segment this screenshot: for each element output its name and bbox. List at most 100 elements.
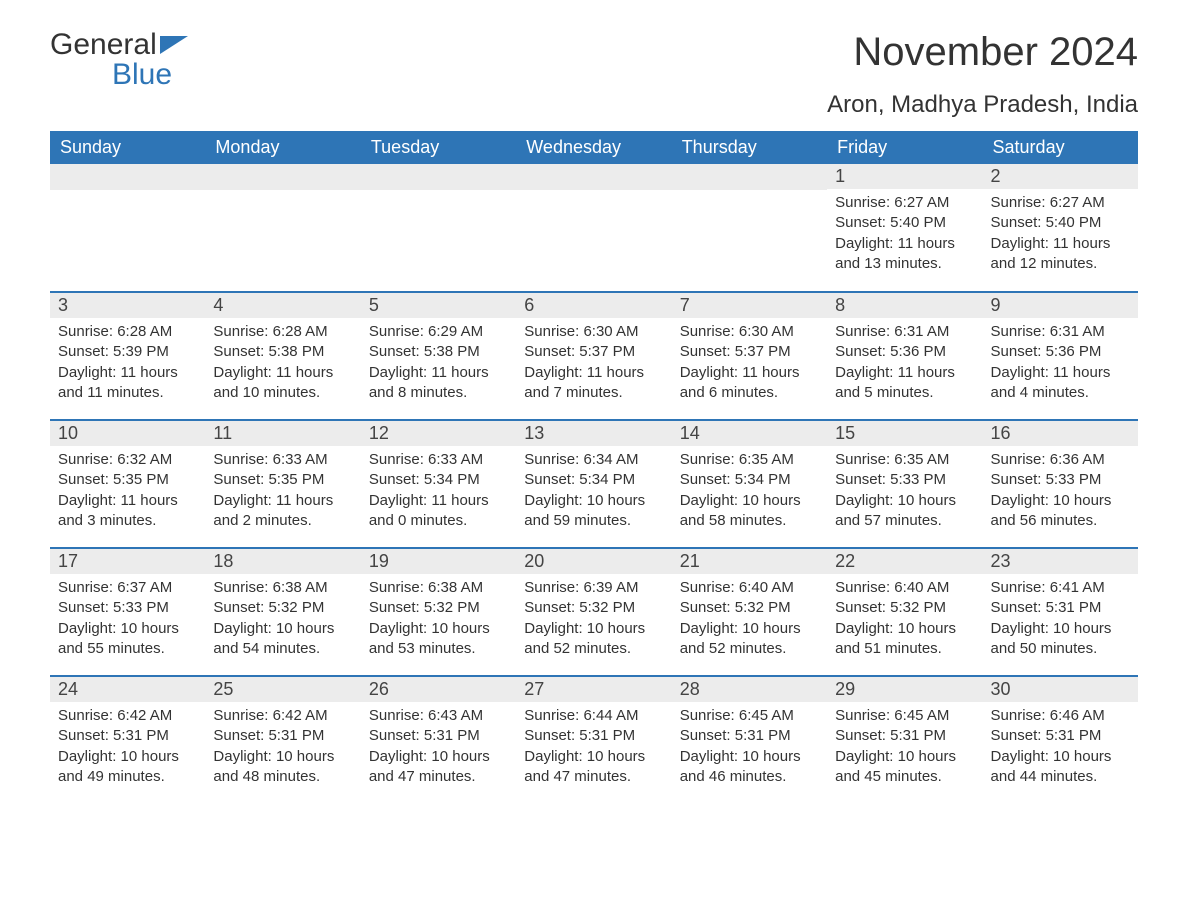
day-number: 6: [516, 293, 671, 318]
header: General Blue November 2024 Aron, Madhya …: [50, 30, 1138, 127]
column-header: Saturday: [983, 131, 1138, 164]
day-details: Sunrise: 6:45 AMSunset: 5:31 PMDaylight:…: [672, 702, 827, 795]
day-number: 21: [672, 549, 827, 574]
daylight-line: Daylight: 10 hours and 46 minutes.: [680, 747, 819, 788]
sunrise-line: Sunrise: 6:38 AM: [213, 578, 352, 598]
day-number: 7: [672, 293, 827, 318]
calendar-day-cell: 7Sunrise: 6:30 AMSunset: 5:37 PMDaylight…: [672, 292, 827, 420]
daylight-line: Daylight: 10 hours and 48 minutes.: [213, 747, 352, 788]
day-number: 13: [516, 421, 671, 446]
sunrise-line: Sunrise: 6:40 AM: [680, 578, 819, 598]
sunrise-line: Sunrise: 6:46 AM: [991, 706, 1130, 726]
calendar-day-cell: 28Sunrise: 6:45 AMSunset: 5:31 PMDayligh…: [672, 676, 827, 804]
calendar-week-row: 10Sunrise: 6:32 AMSunset: 5:35 PMDayligh…: [50, 420, 1138, 548]
day-details: Sunrise: 6:43 AMSunset: 5:31 PMDaylight:…: [361, 702, 516, 795]
sunset-line: Sunset: 5:37 PM: [524, 342, 663, 362]
day-number: 24: [50, 677, 205, 702]
sunset-line: Sunset: 5:37 PM: [680, 342, 819, 362]
sunset-line: Sunset: 5:36 PM: [835, 342, 974, 362]
sunrise-line: Sunrise: 6:31 AM: [835, 322, 974, 342]
day-details: Sunrise: 6:44 AMSunset: 5:31 PMDaylight:…: [516, 702, 671, 795]
day-number: 16: [983, 421, 1138, 446]
day-number: 12: [361, 421, 516, 446]
sunset-line: Sunset: 5:34 PM: [524, 470, 663, 490]
calendar-day-cell: 10Sunrise: 6:32 AMSunset: 5:35 PMDayligh…: [50, 420, 205, 548]
calendar-day-cell: 2Sunrise: 6:27 AMSunset: 5:40 PMDaylight…: [983, 164, 1138, 292]
daylight-line: Daylight: 11 hours and 2 minutes.: [213, 491, 352, 532]
calendar-day-cell: 18Sunrise: 6:38 AMSunset: 5:32 PMDayligh…: [205, 548, 360, 676]
sunrise-line: Sunrise: 6:40 AM: [835, 578, 974, 598]
sunset-line: Sunset: 5:35 PM: [58, 470, 197, 490]
column-header: Friday: [827, 131, 982, 164]
calendar-day-cell: 24Sunrise: 6:42 AMSunset: 5:31 PMDayligh…: [50, 676, 205, 804]
calendar-empty-cell: [361, 164, 516, 292]
day-details: Sunrise: 6:28 AMSunset: 5:38 PMDaylight:…: [205, 318, 360, 411]
sunset-line: Sunset: 5:31 PM: [835, 726, 974, 746]
sunset-line: Sunset: 5:36 PM: [991, 342, 1130, 362]
logo: General Blue: [50, 30, 188, 90]
day-number: 28: [672, 677, 827, 702]
sunrise-line: Sunrise: 6:35 AM: [835, 450, 974, 470]
sunset-line: Sunset: 5:31 PM: [369, 726, 508, 746]
title-block: November 2024 Aron, Madhya Pradesh, Indi…: [827, 30, 1138, 127]
logo-triangle-icon: [160, 30, 188, 60]
daylight-line: Daylight: 11 hours and 5 minutes.: [835, 363, 974, 404]
logo-text: General Blue: [50, 30, 188, 90]
calendar-day-cell: 15Sunrise: 6:35 AMSunset: 5:33 PMDayligh…: [827, 420, 982, 548]
day-details: Sunrise: 6:41 AMSunset: 5:31 PMDaylight:…: [983, 574, 1138, 667]
sunset-line: Sunset: 5:31 PM: [680, 726, 819, 746]
sunset-line: Sunset: 5:38 PM: [213, 342, 352, 362]
calendar-week-row: 1Sunrise: 6:27 AMSunset: 5:40 PMDaylight…: [50, 164, 1138, 292]
calendar-day-cell: 25 Sunrise: 6:42 AMSunset: 5:31 PMDayligh…: [205, 676, 360, 804]
sunrise-line: Sunrise: 6:42 AM: [213, 706, 352, 726]
day-details: Sunrise: 6:46 AMSunset: 5:31 PMDaylight:…: [983, 702, 1138, 795]
day-number: 20: [516, 549, 671, 574]
calendar-day-cell: 30Sunrise: 6:46 AMSunset: 5:31 PMDayligh…: [983, 676, 1138, 804]
calendar-day-cell: 3Sunrise: 6:28 AMSunset: 5:39 PMDaylight…: [50, 292, 205, 420]
daylight-line: Daylight: 11 hours and 12 minutes.: [991, 234, 1130, 275]
sunset-line: Sunset: 5:31 PM: [524, 726, 663, 746]
calendar-week-row: 3Sunrise: 6:28 AMSunset: 5:39 PMDaylight…: [50, 292, 1138, 420]
calendar-empty-cell: [205, 164, 360, 292]
sunrise-line: Sunrise: 6:38 AM: [369, 578, 508, 598]
sunrise-line: Sunrise: 6:41 AM: [991, 578, 1130, 598]
sunset-line: Sunset: 5:31 PM: [213, 726, 352, 746]
day-details: Sunrise: 6:27 AMSunset: 5:40 PMDaylight:…: [983, 189, 1138, 282]
calendar-day-cell: 6Sunrise: 6:30 AMSunset: 5:37 PMDaylight…: [516, 292, 671, 420]
daylight-line: Daylight: 11 hours and 7 minutes.: [524, 363, 663, 404]
day-details: Sunrise: 6:35 AMSunset: 5:34 PMDaylight:…: [672, 446, 827, 539]
day-details: Sunrise: 6:28 AMSunset: 5:39 PMDaylight:…: [50, 318, 205, 411]
day-number: 17: [50, 549, 205, 574]
calendar-empty-cell: [516, 164, 671, 292]
day-details: Sunrise: 6:45 AMSunset: 5:31 PMDaylight:…: [827, 702, 982, 795]
daylight-line: Daylight: 10 hours and 47 minutes.: [369, 747, 508, 788]
daylight-line: Daylight: 11 hours and 8 minutes.: [369, 363, 508, 404]
empty-daynum-spacer: [205, 164, 360, 190]
logo-word2: Blue: [112, 58, 172, 91]
daylight-line: Daylight: 11 hours and 10 minutes.: [213, 363, 352, 404]
daylight-line: Daylight: 11 hours and 3 minutes.: [58, 491, 197, 532]
daylight-line: Daylight: 10 hours and 49 minutes.: [58, 747, 197, 788]
sunset-line: Sunset: 5:32 PM: [835, 598, 974, 618]
daylight-line: Daylight: 10 hours and 58 minutes.: [680, 491, 819, 532]
calendar-day-cell: 4Sunrise: 6:28 AMSunset: 5:38 PMDaylight…: [205, 292, 360, 420]
sunset-line: Sunset: 5:33 PM: [991, 470, 1130, 490]
calendar-empty-cell: [50, 164, 205, 292]
empty-daynum-spacer: [361, 164, 516, 190]
sunrise-line: Sunrise: 6:28 AM: [213, 322, 352, 342]
sunset-line: Sunset: 5:35 PM: [213, 470, 352, 490]
daylight-line: Daylight: 10 hours and 55 minutes.: [58, 619, 197, 660]
calendar-table: SundayMondayTuesdayWednesdayThursdayFrid…: [50, 131, 1138, 804]
empty-daynum-spacer: [50, 164, 205, 190]
sunrise-line: Sunrise: 6:30 AM: [680, 322, 819, 342]
day-details: Sunrise: 6:36 AMSunset: 5:33 PMDaylight:…: [983, 446, 1138, 539]
day-number: 25: [205, 677, 360, 702]
sunset-line: Sunset: 5:34 PM: [369, 470, 508, 490]
calendar-day-cell: 9Sunrise: 6:31 AMSunset: 5:36 PMDaylight…: [983, 292, 1138, 420]
sunset-line: Sunset: 5:33 PM: [835, 470, 974, 490]
daylight-line: Daylight: 10 hours and 44 minutes.: [991, 747, 1130, 788]
daylight-line: Daylight: 11 hours and 0 minutes.: [369, 491, 508, 532]
sunrise-line: Sunrise: 6:37 AM: [58, 578, 197, 598]
calendar-day-cell: 21Sunrise: 6:40 AMSunset: 5:32 PMDayligh…: [672, 548, 827, 676]
sunset-line: Sunset: 5:31 PM: [58, 726, 197, 746]
